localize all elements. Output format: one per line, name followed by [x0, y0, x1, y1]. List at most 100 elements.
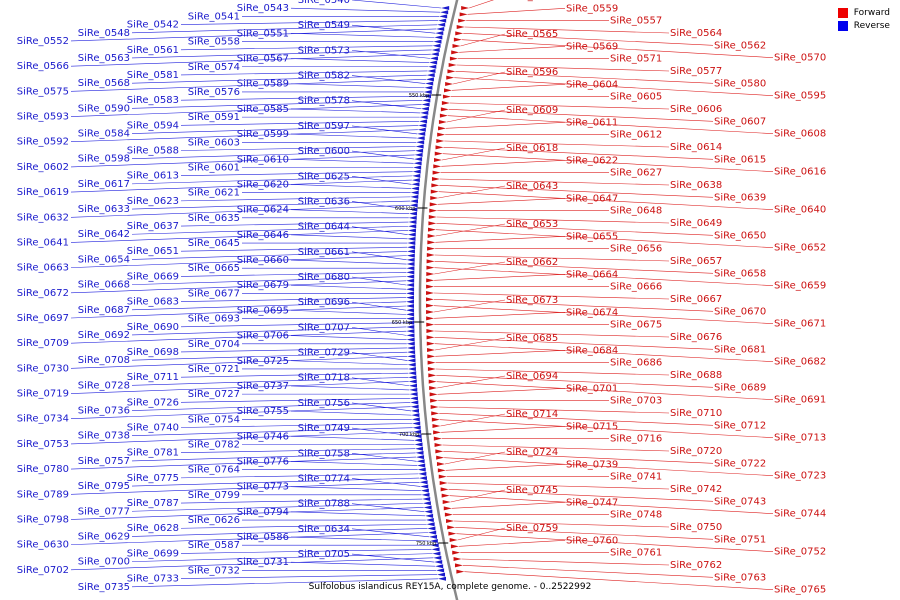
forward-gene-label-sire-0622[interactable]: SiRe_0622 [566, 155, 618, 166]
forward-gene-label-sire-0686[interactable]: SiRe_0686 [610, 358, 662, 369]
reverse-gene-label-sire-0628[interactable]: SiRe_0628 [127, 523, 179, 534]
forward-gene-label-sire-0564[interactable]: SiRe_0564 [670, 28, 722, 39]
forward-gene-label-sire-0606[interactable]: SiRe_0606 [670, 104, 722, 115]
reverse-gene-label-sire-0561[interactable]: SiRe_0561 [127, 45, 179, 56]
forward-gene-label-sire-0577[interactable]: SiRe_0577 [670, 66, 722, 77]
forward-gene-label-sire-0682[interactable]: SiRe_0682 [774, 357, 826, 368]
forward-gene-label-sire-0639[interactable]: SiRe_0639 [714, 192, 766, 203]
reverse-gene-label-sire-0680[interactable]: SiRe_0680 [298, 272, 350, 283]
reverse-gene-label-sire-0551[interactable]: SiRe_0551 [237, 28, 289, 39]
reverse-gene-label-sire-0630[interactable]: SiRe_0630 [17, 540, 69, 551]
reverse-gene-label-sire-0578[interactable]: SiRe_0578 [298, 96, 350, 107]
reverse-gene-label-sire-0568[interactable]: SiRe_0568 [78, 78, 130, 89]
forward-gene-label-sire-0751[interactable]: SiRe_0751 [714, 534, 766, 545]
reverse-gene-label-sire-0728[interactable]: SiRe_0728 [78, 380, 130, 391]
reverse-gene-label-sire-0746[interactable]: SiRe_0746 [237, 431, 289, 442]
forward-gene-label-sire-0662[interactable]: SiRe_0662 [506, 257, 558, 268]
forward-gene-label-sire-0595[interactable]: SiRe_0595 [774, 91, 826, 102]
reverse-gene-label-sire-0654[interactable]: SiRe_0654 [78, 254, 130, 265]
forward-gene-label-sire-0553[interactable]: SiRe_0553 [506, 0, 558, 2]
reverse-gene-label-sire-0610[interactable]: SiRe_0610 [237, 154, 289, 165]
forward-gene-label-sire-0675[interactable]: SiRe_0675 [610, 320, 662, 331]
forward-gene-label-sire-0762[interactable]: SiRe_0762 [670, 560, 722, 571]
reverse-gene-label-sire-0782[interactable]: SiRe_0782 [188, 439, 240, 450]
reverse-gene-label-sire-0696[interactable]: SiRe_0696 [298, 297, 350, 308]
reverse-gene-label-sire-0735[interactable]: SiRe_0735 [78, 582, 130, 593]
forward-gene-label-sire-0743[interactable]: SiRe_0743 [714, 496, 766, 507]
reverse-gene-label-sire-0573[interactable]: SiRe_0573 [298, 45, 350, 56]
reverse-gene-label-sire-0733[interactable]: SiRe_0733 [127, 574, 179, 585]
forward-gene-label-sire-0688[interactable]: SiRe_0688 [670, 370, 722, 381]
reverse-gene-label-sire-0624[interactable]: SiRe_0624 [237, 205, 289, 216]
forward-gene-label-sire-0741[interactable]: SiRe_0741 [610, 472, 662, 483]
forward-gene-label-sire-0752[interactable]: SiRe_0752 [774, 547, 826, 558]
forward-gene-label-sire-0658[interactable]: SiRe_0658 [714, 268, 766, 279]
forward-gene-label-sire-0716[interactable]: SiRe_0716 [610, 434, 662, 445]
reverse-gene-label-sire-0574[interactable]: SiRe_0574 [188, 62, 240, 73]
reverse-gene-label-sire-0597[interactable]: SiRe_0597 [298, 121, 350, 132]
reverse-gene-label-sire-0718[interactable]: SiRe_0718 [298, 373, 350, 384]
forward-gene-label-sire-0627[interactable]: SiRe_0627 [610, 168, 662, 179]
forward-gene-label-sire-0715[interactable]: SiRe_0715 [566, 421, 618, 432]
reverse-gene-label-sire-0732[interactable]: SiRe_0732 [188, 565, 240, 576]
reverse-gene-label-sire-0687[interactable]: SiRe_0687 [78, 305, 130, 316]
forward-gene-label-sire-0666[interactable]: SiRe_0666 [610, 282, 662, 293]
forward-gene-label-sire-0744[interactable]: SiRe_0744 [774, 509, 826, 520]
reverse-gene-label-sire-0645[interactable]: SiRe_0645 [188, 238, 240, 249]
reverse-gene-label-sire-0781[interactable]: SiRe_0781 [127, 448, 179, 459]
reverse-gene-label-sire-0736[interactable]: SiRe_0736 [78, 406, 130, 417]
reverse-gene-label-sire-0729[interactable]: SiRe_0729 [298, 348, 350, 359]
forward-gene-label-sire-0656[interactable]: SiRe_0656 [610, 244, 662, 255]
reverse-gene-label-sire-0758[interactable]: SiRe_0758 [298, 448, 350, 459]
reverse-gene-label-sire-0708[interactable]: SiRe_0708 [78, 355, 130, 366]
reverse-gene-label-sire-0754[interactable]: SiRe_0754 [188, 414, 240, 425]
reverse-gene-label-sire-0757[interactable]: SiRe_0757 [78, 456, 130, 467]
forward-gene-label-sire-0653[interactable]: SiRe_0653 [506, 219, 558, 230]
reverse-gene-label-sire-0774[interactable]: SiRe_0774 [298, 473, 350, 484]
reverse-gene-label-sire-0795[interactable]: SiRe_0795 [78, 481, 130, 492]
reverse-gene-label-sire-0677[interactable]: SiRe_0677 [188, 288, 240, 299]
forward-gene-label-sire-0607[interactable]: SiRe_0607 [714, 116, 766, 127]
forward-gene-label-sire-0562[interactable]: SiRe_0562 [714, 40, 766, 51]
forward-gene-label-sire-0667[interactable]: SiRe_0667 [670, 294, 722, 305]
forward-gene-label-sire-0659[interactable]: SiRe_0659 [774, 281, 826, 292]
forward-gene-label-sire-0616[interactable]: SiRe_0616 [774, 167, 826, 178]
reverse-gene-label-sire-0794[interactable]: SiRe_0794 [237, 507, 289, 518]
reverse-gene-label-sire-0629[interactable]: SiRe_0629 [78, 531, 130, 542]
forward-gene-label-sire-0615[interactable]: SiRe_0615 [714, 154, 766, 165]
reverse-gene-label-sire-0637[interactable]: SiRe_0637 [127, 221, 179, 232]
forward-gene-label-sire-0664[interactable]: SiRe_0664 [566, 269, 618, 280]
reverse-gene-label-sire-0683[interactable]: SiRe_0683 [127, 297, 179, 308]
forward-gene-label-sire-0565[interactable]: SiRe_0565 [506, 29, 558, 40]
forward-gene-label-sire-0747[interactable]: SiRe_0747 [566, 497, 618, 508]
reverse-gene-label-sire-0702[interactable]: SiRe_0702 [17, 565, 69, 576]
reverse-gene-label-sire-0593[interactable]: SiRe_0593 [17, 112, 69, 123]
reverse-gene-label-sire-0660[interactable]: SiRe_0660 [237, 255, 289, 266]
reverse-gene-label-sire-0589[interactable]: SiRe_0589 [237, 79, 289, 90]
reverse-gene-label-sire-0642[interactable]: SiRe_0642 [78, 229, 130, 240]
reverse-gene-label-sire-0798[interactable]: SiRe_0798 [17, 514, 69, 525]
forward-gene-label-sire-0580[interactable]: SiRe_0580 [714, 78, 766, 89]
reverse-gene-label-sire-0690[interactable]: SiRe_0690 [127, 322, 179, 333]
reverse-gene-label-sire-0634[interactable]: SiRe_0634 [298, 524, 350, 535]
reverse-gene-label-sire-0700[interactable]: SiRe_0700 [78, 557, 130, 568]
reverse-gene-label-sire-0576[interactable]: SiRe_0576 [188, 87, 240, 98]
reverse-gene-label-sire-0542[interactable]: SiRe_0542 [127, 20, 179, 31]
reverse-gene-label-sire-0633[interactable]: SiRe_0633 [78, 204, 130, 215]
forward-gene-label-sire-0694[interactable]: SiRe_0694 [506, 371, 558, 382]
forward-gene-label-sire-0614[interactable]: SiRe_0614 [670, 142, 722, 153]
forward-gene-label-sire-0714[interactable]: SiRe_0714 [506, 409, 558, 420]
reverse-gene-label-sire-0617[interactable]: SiRe_0617 [78, 179, 130, 190]
reverse-gene-label-sire-0731[interactable]: SiRe_0731 [237, 557, 289, 568]
forward-gene-label-sire-0655[interactable]: SiRe_0655 [566, 231, 618, 242]
forward-gene-label-sire-0647[interactable]: SiRe_0647 [566, 193, 618, 204]
forward-gene-label-sire-0689[interactable]: SiRe_0689 [714, 382, 766, 393]
forward-gene-label-sire-0611[interactable]: SiRe_0611 [566, 117, 618, 128]
reverse-gene-label-sire-0663[interactable]: SiRe_0663 [17, 263, 69, 274]
reverse-gene-label-sire-0738[interactable]: SiRe_0738 [78, 431, 130, 442]
reverse-gene-label-sire-0582[interactable]: SiRe_0582 [298, 71, 350, 82]
reverse-gene-label-sire-0755[interactable]: SiRe_0755 [237, 406, 289, 417]
forward-gene-label-sire-0763[interactable]: SiRe_0763 [714, 572, 766, 583]
forward-gene-label-sire-0674[interactable]: SiRe_0674 [566, 307, 618, 318]
reverse-gene-label-sire-0776[interactable]: SiRe_0776 [237, 456, 289, 467]
